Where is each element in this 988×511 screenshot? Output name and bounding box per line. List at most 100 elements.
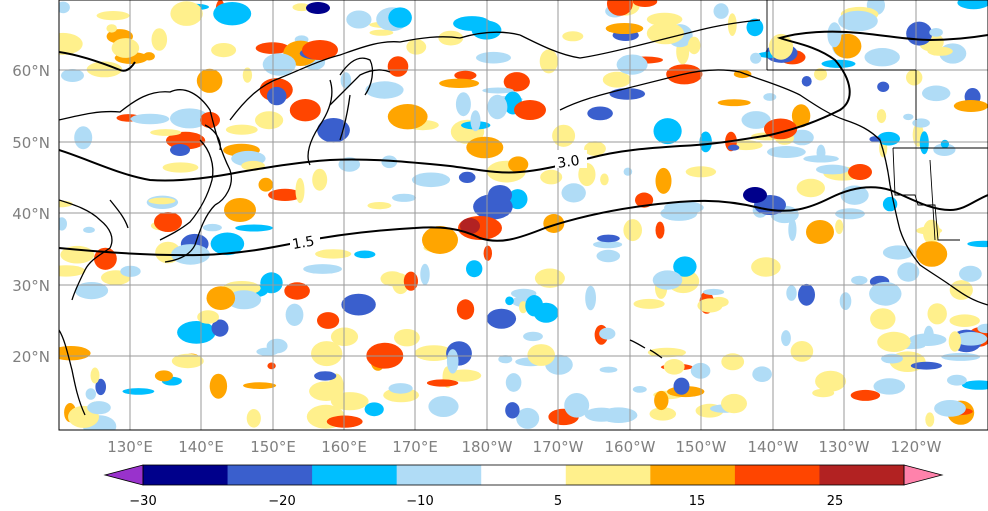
anomaly-patch: [940, 139, 950, 149]
anomaly-patch: [633, 298, 665, 309]
anomaly-patch: [790, 341, 814, 362]
anomaly-patch: [406, 39, 427, 55]
anomaly-patch: [721, 353, 745, 371]
anomaly-patch: [763, 93, 777, 101]
anomaly-patch: [616, 54, 648, 75]
anomaly-patch: [941, 352, 981, 361]
anomaly-patch: [315, 249, 352, 259]
anomaly-patch: [607, 0, 633, 16]
anomaly-patch: [295, 177, 305, 204]
anomaly-patch: [539, 49, 558, 74]
anomaly-patch: [438, 30, 464, 46]
anomaly-patch: [869, 281, 902, 306]
anomaly-patch: [949, 314, 980, 328]
latitude-labels: 60°N 50°N 40°N 30°N 20°N: [12, 62, 50, 366]
colorbar-frame: [142, 464, 905, 486]
anomaly-patch: [446, 349, 459, 374]
colorbar-extend-low: [103, 464, 144, 486]
anomaly-patch: [122, 388, 155, 395]
anomaly-patch: [906, 21, 933, 46]
anomaly-patch: [948, 331, 962, 352]
anomaly-patch: [767, 146, 806, 158]
anomaly-patch: [519, 301, 528, 314]
colorbar-tick-label: 5: [554, 494, 562, 509]
anomaly-patch: [439, 78, 480, 89]
anomaly-patch: [632, 386, 647, 393]
anomaly-patch: [365, 81, 404, 99]
anomaly-patch: [790, 129, 814, 146]
anomaly-patch: [881, 353, 903, 364]
colorbar-cell: [565, 465, 651, 485]
anomaly-patch: [882, 245, 914, 260]
graticule: [59, 0, 988, 430]
anomaly-patch: [392, 193, 416, 202]
anomaly-patch: [721, 393, 747, 414]
anomaly-patch: [717, 99, 751, 107]
anomaly-patch: [552, 124, 576, 147]
anomaly-patch: [486, 308, 517, 329]
anomaly-patch: [86, 61, 123, 78]
lat-label: 50°N: [12, 134, 50, 152]
contour-label-1-5: 1.5: [291, 233, 316, 253]
colorbar-cell: [481, 465, 567, 485]
anomaly-patch: [266, 86, 287, 106]
anomaly-patch: [387, 104, 428, 130]
anomaly-patch: [414, 345, 454, 361]
anomaly-patch: [59, 200, 73, 208]
anomaly-patch-strong: [514, 100, 546, 120]
anomaly-patch: [703, 288, 725, 296]
anomaly-patch-strong: [154, 212, 182, 232]
anomaly-patch: [285, 303, 304, 326]
anomaly-patch: [663, 359, 685, 375]
anomaly-patch: [835, 219, 844, 235]
lon-label: 160°E: [321, 438, 367, 456]
anomaly-patch: [561, 183, 586, 203]
lat-label: 60°N: [12, 62, 50, 80]
anomaly-patch: [655, 167, 672, 194]
anomaly-patch: [713, 3, 729, 19]
anomaly-patch: [154, 370, 173, 382]
anomaly-patch: [652, 270, 683, 290]
anomaly-patch: [786, 285, 797, 301]
contour-label-bg: [555, 150, 587, 168]
anomaly-patch: [922, 219, 940, 245]
anomaly-patch: [585, 285, 596, 311]
anomaly-patch: [516, 407, 540, 429]
anomaly-patch: [850, 389, 881, 401]
anomaly-patch: [487, 94, 508, 120]
anomaly-patch: [632, 0, 658, 7]
anomaly-patch-strong: [488, 185, 512, 205]
anomaly-patch: [59, 32, 83, 55]
anomaly-patch: [466, 260, 483, 278]
anomaly-patch: [655, 221, 665, 239]
anomaly-patch: [309, 381, 344, 402]
anomaly-patch: [456, 299, 475, 320]
lon-label: 150°E: [250, 438, 296, 456]
anomaly-patch: [364, 402, 384, 417]
anomaly-patch: [258, 177, 274, 192]
anomaly-patch: [340, 72, 352, 89]
anomaly-patch: [96, 11, 130, 21]
anomaly-patch: [906, 69, 923, 86]
anomaly-patch: [505, 296, 514, 306]
anomaly-patch: [171, 353, 204, 369]
anomaly-patch: [927, 303, 947, 325]
anomaly-patch: [284, 282, 310, 300]
anomaly-patch: [838, 10, 878, 32]
anomaly-patch: [578, 162, 596, 187]
anomaly-patch: [916, 241, 948, 267]
anomaly-patch: [687, 36, 701, 55]
anomaly-patch: [354, 250, 376, 259]
anomaly-patch: [225, 124, 258, 135]
anomaly-patch: [934, 400, 966, 417]
lat-label: 30°N: [12, 277, 50, 295]
anomaly-patch: [646, 12, 683, 26]
anomaly-patch: [381, 155, 398, 169]
lon-label: 150°W: [676, 438, 727, 456]
anomaly-patch: [977, 323, 988, 334]
anomaly-patch: [673, 256, 697, 277]
anomaly-patch: [83, 226, 95, 233]
anomaly-patch: [803, 155, 839, 163]
anomaly-patch: [447, 369, 482, 382]
anomaly-patch: [953, 100, 988, 112]
